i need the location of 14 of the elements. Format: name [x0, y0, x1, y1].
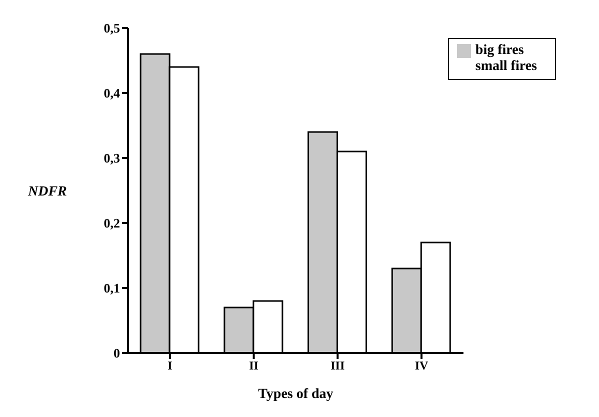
y-tick-label: 0,4: [104, 86, 120, 101]
x-tick-label: III: [330, 358, 345, 373]
y-tick-label: 0,1: [104, 280, 120, 296]
text: small fires: [475, 59, 537, 74]
y-tick-label: 0: [114, 346, 120, 361]
x-tick-label: IV: [414, 358, 428, 373]
x-axis-title: Types of day: [258, 387, 334, 402]
legend-label: big fires: [475, 43, 524, 58]
y-tick-label: 0,2: [104, 216, 120, 231]
y-axis-title: NDFR: [27, 184, 67, 200]
y-tick-label: 0,3: [104, 150, 120, 166]
x-tick-label: I: [168, 358, 173, 373]
y-tick-label: 0,5: [104, 20, 120, 36]
x-tick-label: II: [249, 358, 259, 373]
